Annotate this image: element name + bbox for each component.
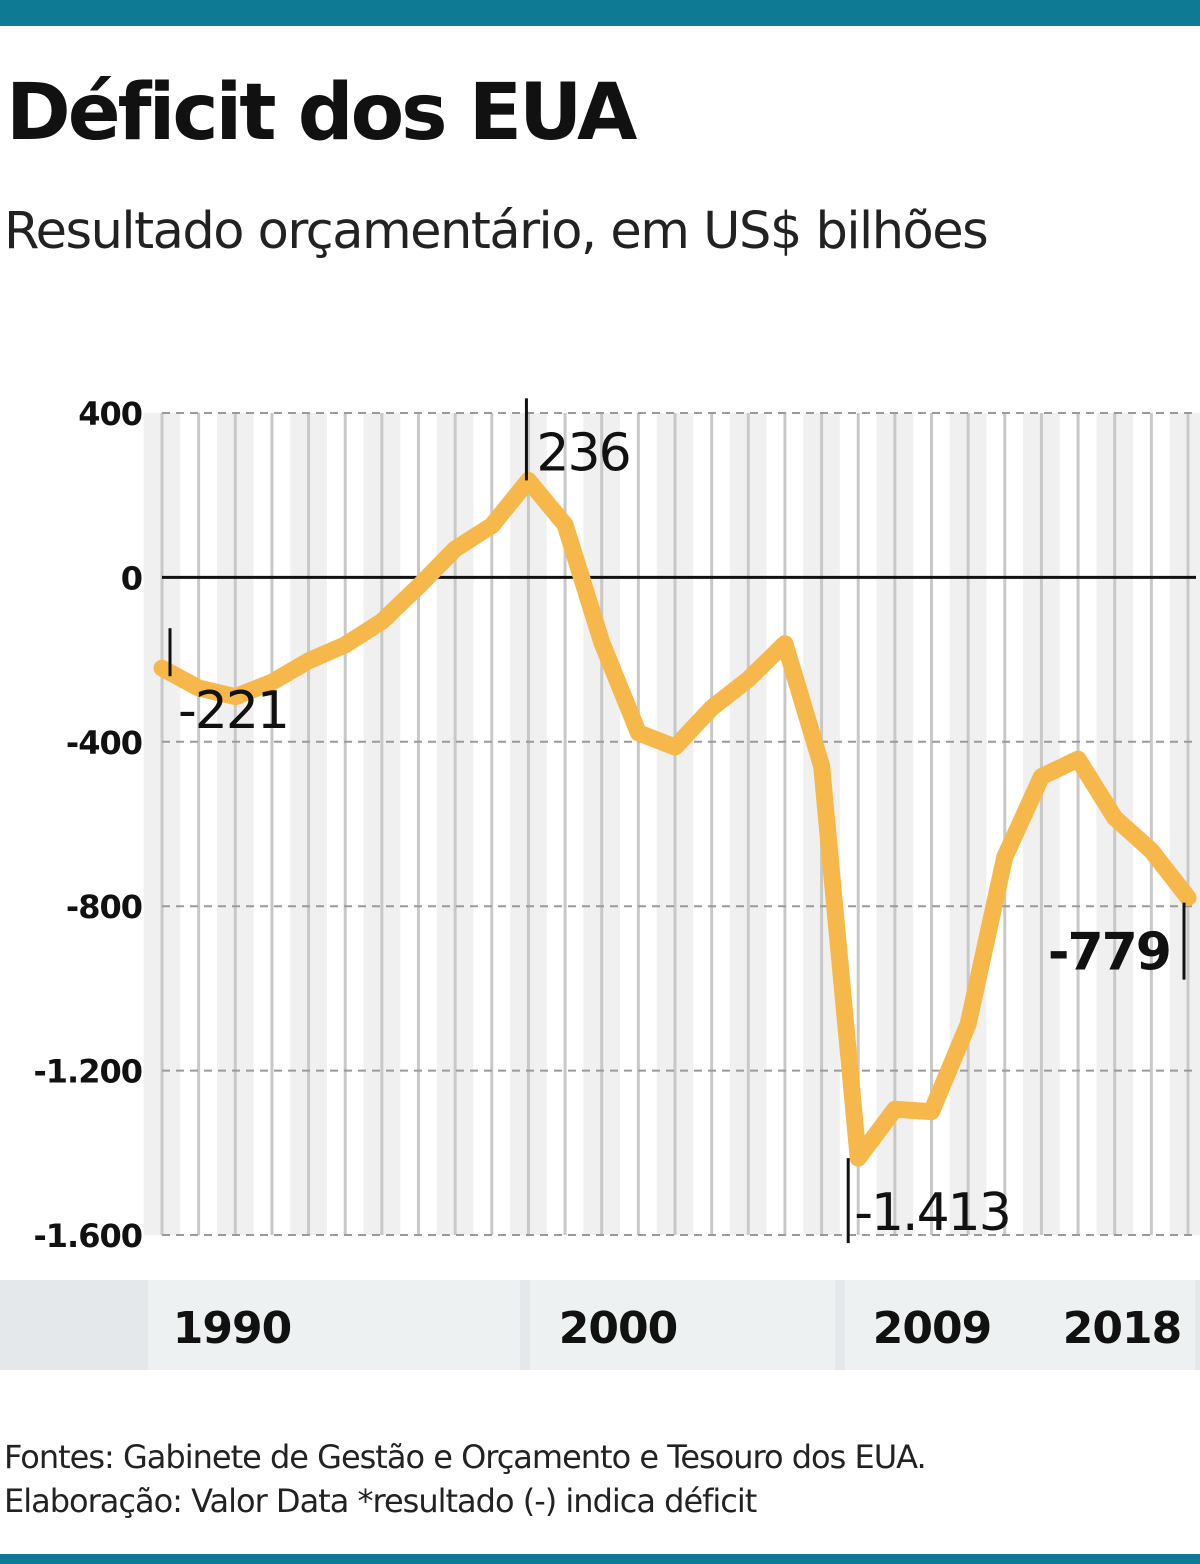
chart-subtitle: Resultado orçamentário, em US$ bilhões	[4, 202, 989, 261]
y-tick-label: 400	[78, 395, 142, 433]
y-tick-label: -400	[66, 724, 142, 762]
annotation-label: -221	[178, 681, 288, 741]
source-note: Fontes: Gabinete de Gestão e Orçamento e…	[4, 1436, 927, 1523]
y-tick-label: -800	[66, 888, 142, 926]
x-tick-label: 2000	[559, 1303, 677, 1354]
x-axis-strip-panel	[845, 1280, 1195, 1370]
annotation-label: 236	[536, 423, 629, 483]
x-axis-strip-panel	[148, 1280, 520, 1370]
annotation-label: -1.413	[854, 1183, 1010, 1243]
y-tick-label: -1.200	[34, 1053, 143, 1091]
source-line-1: Fontes: Gabinete de Gestão e Orçamento e…	[4, 1438, 927, 1476]
deficit-line-chart: 400 0 -400 -800 -1.200 -1.600 1990 2000 2009 2018…	[0, 395, 1200, 1370]
x-axis-strip-panel	[530, 1280, 835, 1370]
y-tick-label: -1.600	[34, 1217, 143, 1255]
y-tick-label: 0	[121, 559, 142, 597]
bottom-brand-bar	[0, 1554, 1200, 1564]
deficit-series-line	[153, 471, 1197, 1167]
chart-title: Déficit dos EUA	[6, 68, 637, 158]
year-band	[1169, 413, 1200, 1235]
x-tick-label: 2018	[1063, 1303, 1181, 1354]
x-tick-label: 2009	[873, 1303, 991, 1354]
source-line-2: Elaboração: Valor Data *resultado (-) in…	[4, 1481, 757, 1520]
top-brand-bar	[0, 0, 1200, 26]
x-tick-label: 1990	[173, 1303, 291, 1354]
annotation-label: -779	[1048, 923, 1170, 983]
